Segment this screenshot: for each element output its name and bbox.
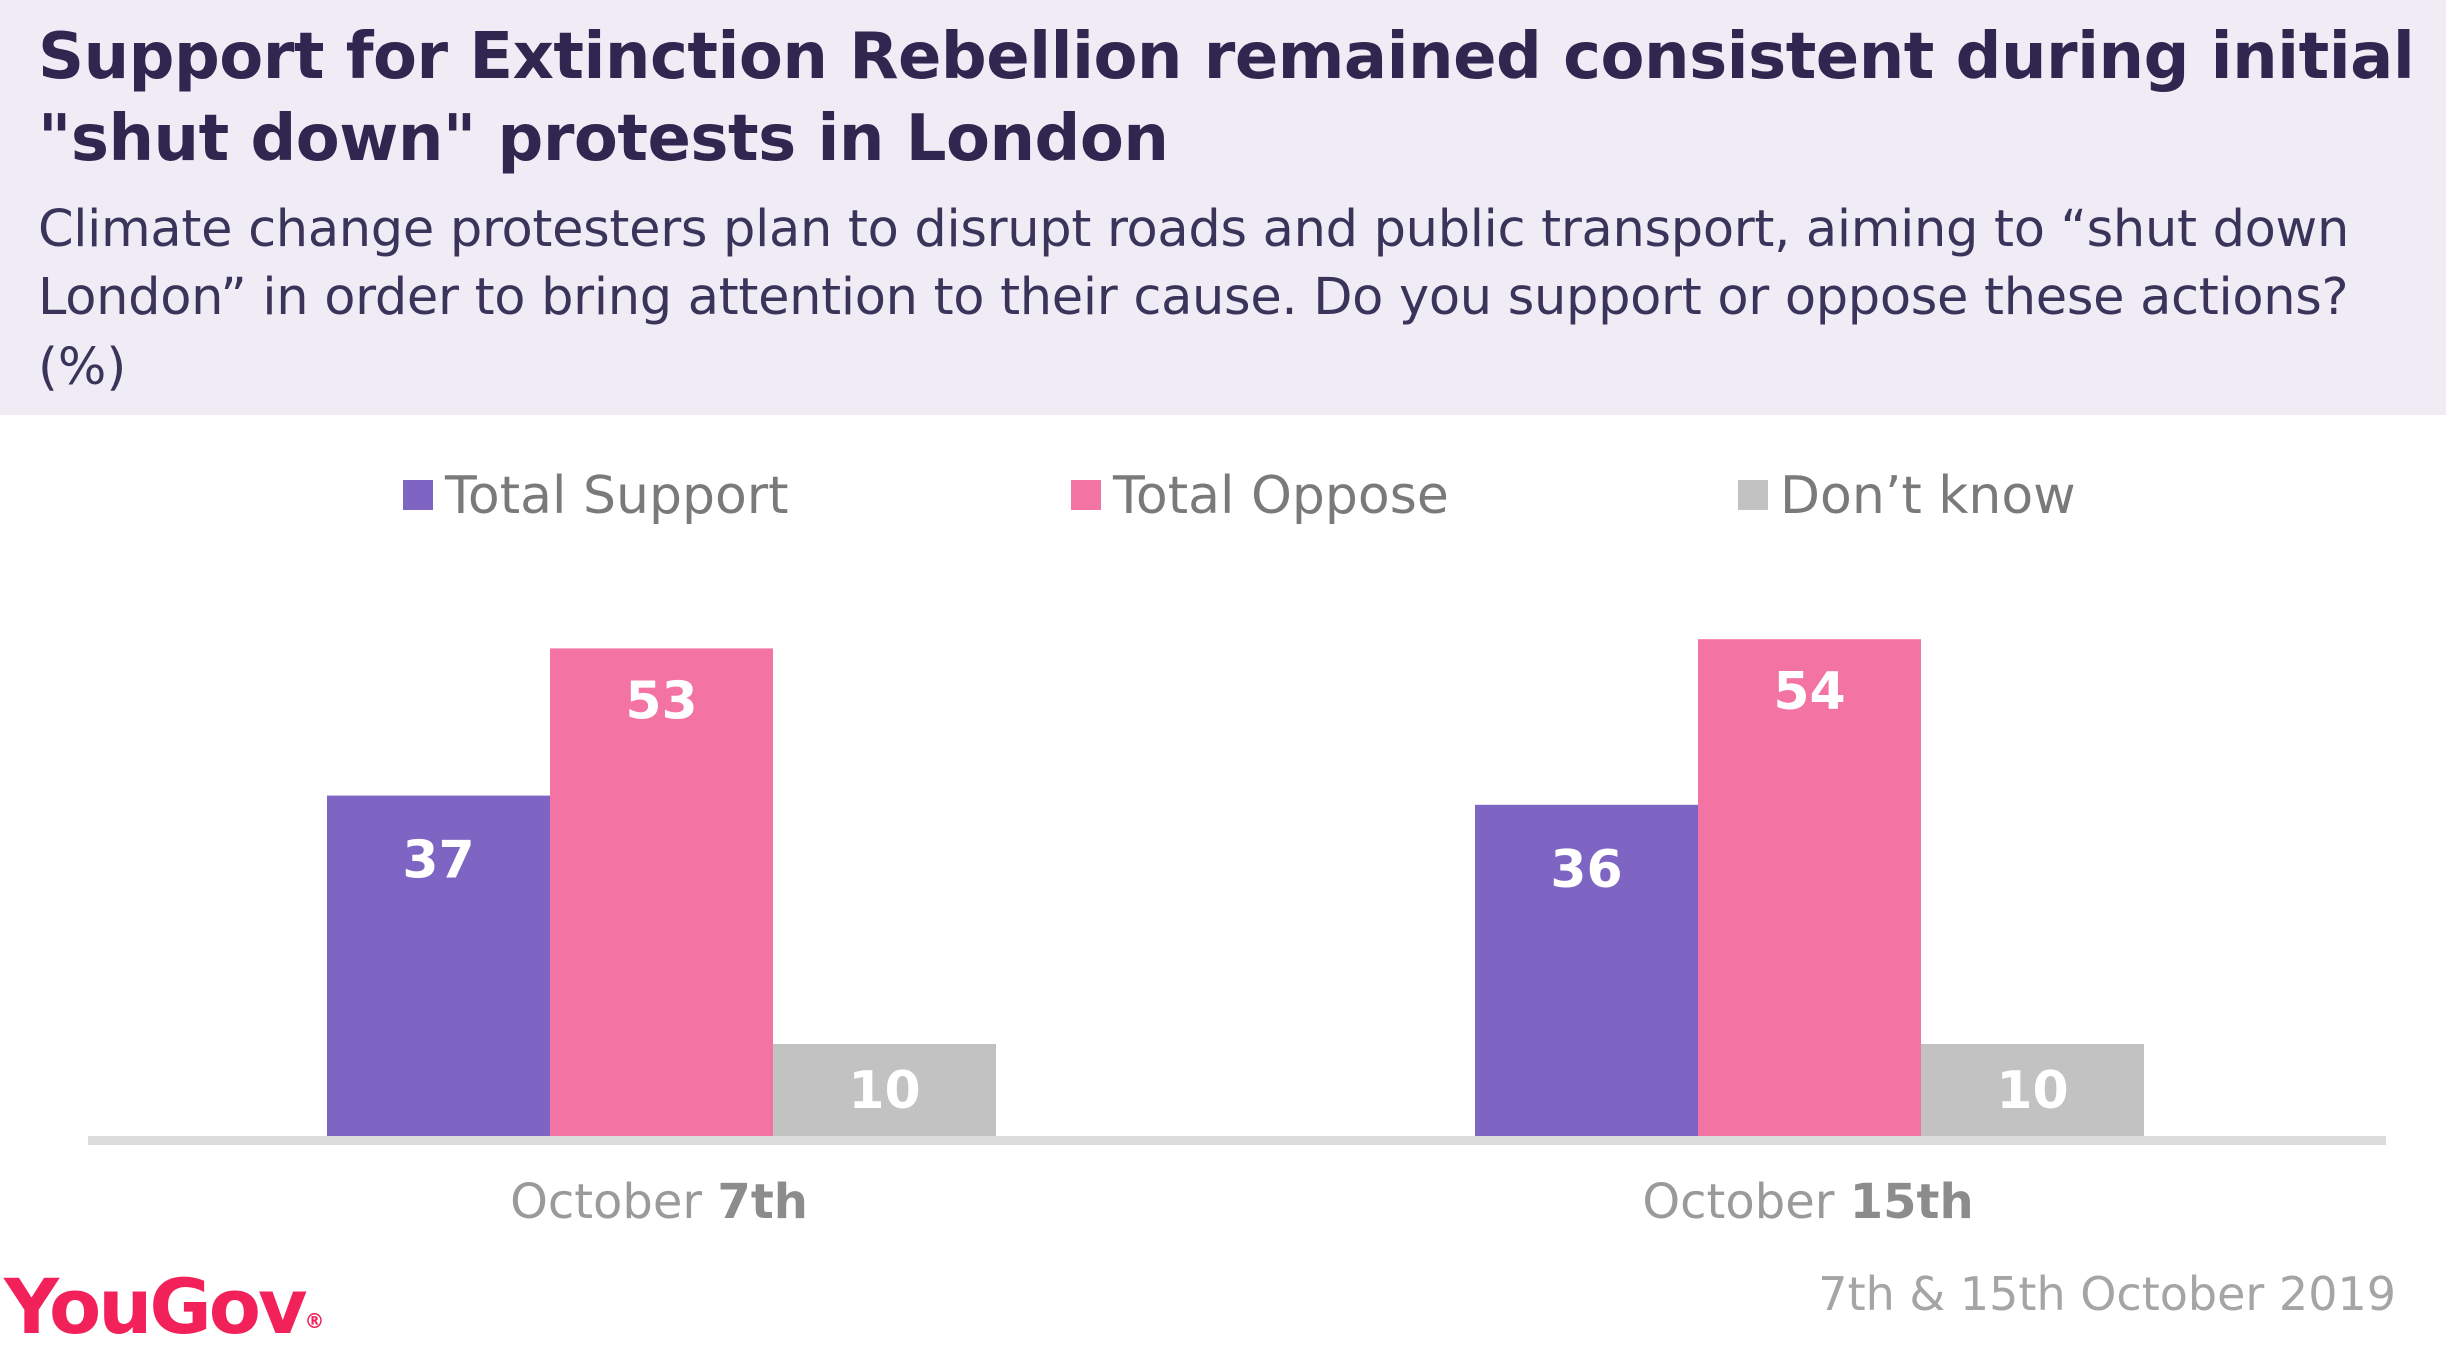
bar-label-total-support-1: 37 [402, 831, 474, 891]
legend: Total Support Total Oppose Don’t know [403, 466, 2076, 526]
legend-label-don-t-know: Don’t know [1780, 466, 2076, 526]
bar-total-support-1 [327, 795, 550, 1136]
category-label-emphasis: 7th [717, 1174, 808, 1230]
legend-swatch-total-oppose [1071, 480, 1101, 510]
chart-title: Support for Extinction Rebellion remaine… [38, 20, 2415, 176]
chart-unit: (%) [38, 338, 127, 397]
chart-header: Support for Extinction Rebellion remaine… [0, 0, 2446, 415]
yougov-logo-text: YouGov [4, 1262, 308, 1351]
legend-label-total-oppose: Total Oppose [1112, 466, 1449, 526]
category-label-prefix: October [510, 1174, 717, 1230]
bar-total-support-2 [1475, 804, 1698, 1136]
date-note: 7th & 15th October 2019 [1818, 1267, 2396, 1321]
category-label-prefix: October [1642, 1174, 1849, 1230]
bar-label-don-t-know-1: 10 [848, 1061, 920, 1121]
registered-mark: ® [304, 1309, 325, 1333]
bar-label-total-oppose-1: 53 [625, 671, 697, 731]
legend-swatch-total-support [403, 480, 433, 510]
bar-label-don-t-know-2: 10 [1996, 1061, 2068, 1121]
bar-total-oppose-1 [550, 648, 773, 1136]
bars: 37 36 53 54 10 10 [327, 639, 2144, 1136]
category-label-1: October 7th [510, 1174, 808, 1230]
category-labels: October 7th October 15th [510, 1174, 1974, 1230]
legend-swatch-don-t-know [1738, 480, 1768, 510]
bar-label-total-oppose-2: 54 [1773, 662, 1845, 722]
bar-don-t-know-1 [773, 1044, 996, 1136]
bar-label-total-support-2: 36 [1550, 840, 1622, 900]
legend-label-total-support: Total Support [444, 466, 789, 526]
category-label-2: October 15th [1642, 1174, 1973, 1230]
yougov-logo: YouGov® [4, 1262, 325, 1352]
x-axis-baseline [88, 1136, 2386, 1145]
chart-subtitle: Climate change protesters plan to disrup… [38, 200, 2349, 327]
bar-don-t-know-2 [1921, 1044, 2144, 1136]
bar-total-oppose-2 [1698, 639, 1921, 1136]
category-label-emphasis: 15th [1850, 1174, 1974, 1230]
